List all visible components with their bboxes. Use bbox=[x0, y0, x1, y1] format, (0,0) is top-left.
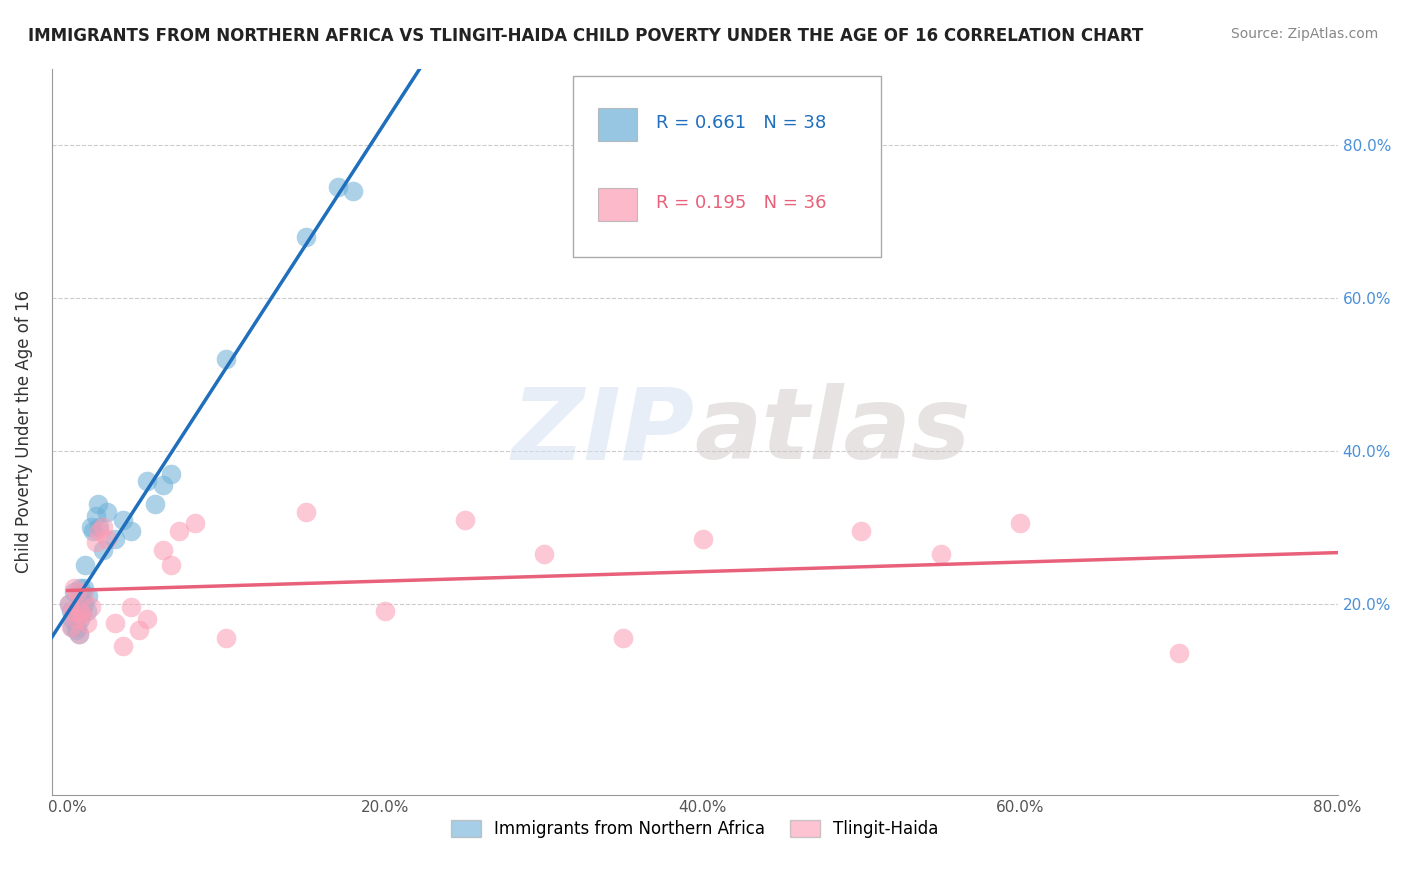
Point bbox=[326, 180, 349, 194]
Point bbox=[65, 624, 87, 638]
Point bbox=[67, 589, 90, 603]
Point bbox=[167, 524, 190, 538]
Point bbox=[67, 627, 90, 641]
Point bbox=[69, 612, 91, 626]
FancyBboxPatch shape bbox=[598, 188, 637, 221]
Point bbox=[65, 612, 87, 626]
FancyBboxPatch shape bbox=[572, 76, 882, 257]
Point bbox=[66, 604, 89, 618]
Point bbox=[58, 597, 80, 611]
Point bbox=[143, 497, 166, 511]
Point bbox=[89, 520, 111, 534]
Text: R = 0.195   N = 36: R = 0.195 N = 36 bbox=[657, 194, 827, 212]
Point bbox=[96, 505, 118, 519]
Point bbox=[67, 627, 90, 641]
Text: atlas: atlas bbox=[695, 383, 972, 480]
Point bbox=[76, 604, 98, 618]
Point bbox=[294, 229, 316, 244]
Point bbox=[851, 524, 873, 538]
Point bbox=[84, 535, 107, 549]
Point bbox=[453, 512, 475, 526]
Point bbox=[120, 524, 142, 538]
Point bbox=[533, 547, 555, 561]
Point bbox=[70, 589, 93, 603]
Legend: Immigrants from Northern Africa, Tlingit-Haida: Immigrants from Northern Africa, Tlingit… bbox=[444, 813, 945, 845]
Point bbox=[159, 558, 181, 573]
Point bbox=[152, 543, 174, 558]
Point bbox=[84, 508, 107, 523]
Point bbox=[104, 615, 127, 630]
Point bbox=[136, 612, 159, 626]
Point bbox=[65, 612, 87, 626]
Point bbox=[128, 624, 150, 638]
Point bbox=[60, 619, 83, 633]
Point bbox=[215, 631, 238, 645]
Point bbox=[60, 612, 83, 626]
Point bbox=[63, 582, 86, 596]
Point bbox=[60, 604, 83, 618]
Point bbox=[374, 604, 396, 618]
Point bbox=[929, 547, 952, 561]
Point bbox=[136, 475, 159, 489]
Y-axis label: Child Poverty Under the Age of 16: Child Poverty Under the Age of 16 bbox=[15, 290, 32, 574]
Point bbox=[120, 600, 142, 615]
Point bbox=[152, 478, 174, 492]
Text: ZIP: ZIP bbox=[512, 383, 695, 480]
Point bbox=[69, 582, 91, 596]
Point bbox=[59, 604, 82, 618]
Point bbox=[82, 524, 104, 538]
Point bbox=[66, 619, 89, 633]
Text: IMMIGRANTS FROM NORTHERN AFRICA VS TLINGIT-HAIDA CHILD POVERTY UNDER THE AGE OF : IMMIGRANTS FROM NORTHERN AFRICA VS TLING… bbox=[28, 27, 1143, 45]
Point bbox=[96, 532, 118, 546]
Point bbox=[80, 600, 103, 615]
Point bbox=[70, 608, 93, 623]
FancyBboxPatch shape bbox=[598, 109, 637, 141]
Point bbox=[1167, 646, 1189, 660]
Point bbox=[80, 520, 103, 534]
Point bbox=[77, 589, 100, 603]
Point bbox=[72, 597, 94, 611]
Point bbox=[104, 532, 127, 546]
Point bbox=[159, 467, 181, 481]
Text: R = 0.661   N = 38: R = 0.661 N = 38 bbox=[657, 114, 827, 132]
Point bbox=[72, 582, 94, 596]
Text: Source: ZipAtlas.com: Source: ZipAtlas.com bbox=[1230, 27, 1378, 41]
Point bbox=[70, 604, 93, 618]
Point bbox=[87, 497, 110, 511]
Point bbox=[215, 351, 238, 366]
Point bbox=[342, 184, 364, 198]
Point bbox=[63, 585, 86, 599]
Point bbox=[692, 532, 714, 546]
Point bbox=[59, 619, 82, 633]
Point bbox=[612, 631, 634, 645]
Point bbox=[66, 585, 89, 599]
Point bbox=[112, 512, 135, 526]
Point bbox=[1010, 516, 1032, 531]
Point bbox=[89, 524, 111, 538]
Point bbox=[112, 639, 135, 653]
Point bbox=[75, 558, 97, 573]
Point bbox=[183, 516, 205, 531]
Point bbox=[72, 589, 94, 603]
Point bbox=[76, 615, 98, 630]
Point bbox=[69, 604, 91, 618]
Point bbox=[58, 597, 80, 611]
Point bbox=[91, 520, 114, 534]
Point bbox=[91, 543, 114, 558]
Point bbox=[294, 505, 316, 519]
